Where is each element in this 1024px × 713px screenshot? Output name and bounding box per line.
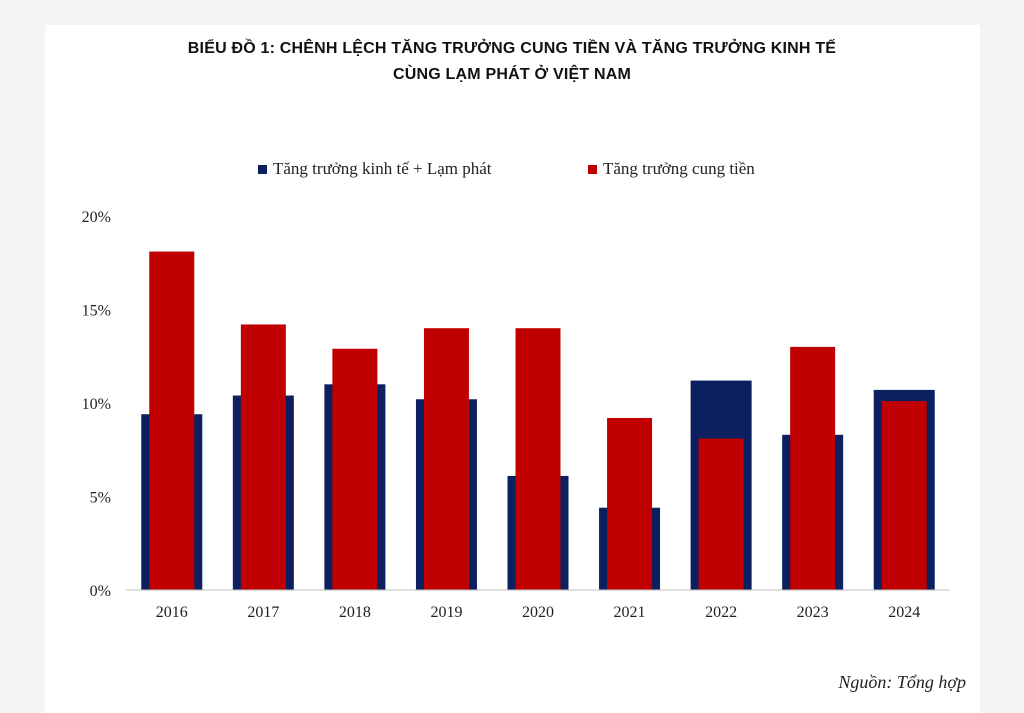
bar-money-supply-2024 [881, 401, 927, 590]
x-tick-label-2019: 2019 [430, 604, 462, 621]
bar-money-supply-2021 [607, 417, 653, 590]
x-tick-label-2021: 2021 [614, 604, 646, 621]
x-tick-label-2017: 2017 [247, 604, 279, 621]
x-tick-label-2020: 2020 [522, 604, 554, 621]
bar-money-supply-2019 [423, 328, 469, 590]
x-tick-label-2022: 2022 [705, 604, 737, 621]
bar-money-supply-2022 [698, 438, 744, 590]
legend-item-growth-inflation: Tăng trưởng kinh tế + Lạm phát [258, 159, 492, 179]
bar-money-supply-2020 [515, 328, 561, 590]
x-tick-label-2018: 2018 [339, 604, 371, 621]
x-tick-label-2024: 2024 [888, 604, 920, 621]
source-note: Nguồn: Tổng hợp [838, 672, 966, 692]
chart-title: BIỂU ĐỒ 1: CHÊNH LỆCH TĂNG TRƯỞNG CUNG T… [0, 36, 1024, 88]
chart-title-line1: BIỂU ĐỒ 1: CHÊNH LỆCH TĂNG TRƯỞNG CUNG T… [187, 40, 837, 57]
legend-swatch-navy [258, 164, 267, 174]
y-tick-label: 0% [90, 583, 111, 600]
bar-money-supply-2016 [149, 251, 195, 590]
legend-label-growth-inflation: Tăng trưởng kinh tế + Lạm phát [273, 159, 492, 178]
chart-title-line2: CÙNG LẠM PHÁT Ở VIỆT NAM [393, 66, 631, 83]
legend-swatch-red [588, 164, 597, 174]
x-tick-label-2016: 2016 [156, 604, 188, 621]
x-tick-label-2023: 2023 [797, 604, 829, 621]
y-tick-label: 20% [82, 209, 111, 226]
bar-money-supply-2017 [240, 324, 286, 590]
y-tick-label: 5% [90, 490, 111, 507]
y-tick-label: 15% [82, 303, 111, 320]
y-tick-label: 10% [82, 396, 111, 413]
bar-money-supply-2018 [332, 348, 378, 590]
legend-item-money-supply: Tăng trưởng cung tiền [588, 159, 755, 179]
legend-label-money-supply: Tăng trưởng cung tiền [603, 159, 755, 178]
bar-money-supply-2023 [790, 346, 836, 590]
